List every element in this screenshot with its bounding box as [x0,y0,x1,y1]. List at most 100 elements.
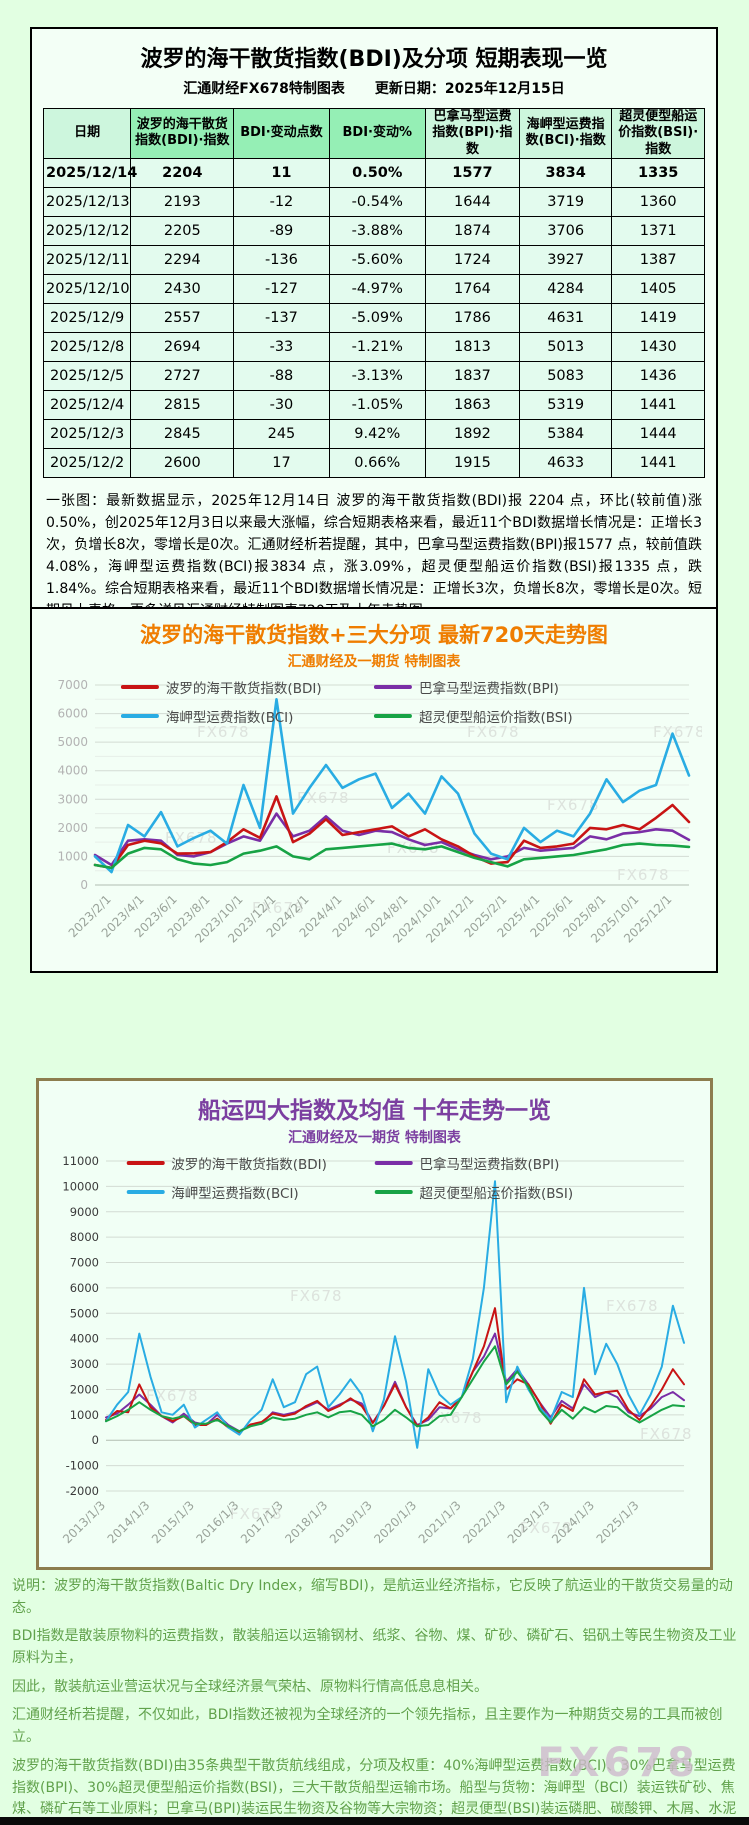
legend-item: 超灵便型船运价指数(BSI) [374,706,627,726]
svg-text:FX678: FX678 [230,1505,283,1523]
table-cell: 1874 [425,215,520,246]
legend-item: 巴拿马型运费指数(BPI) [374,1153,623,1173]
table-cell: 2025/12/14 [42,157,137,188]
description-block: 说明：波罗的海干散货指数(Baltic Dry Index，缩写BDI)，是航运… [12,1576,738,1825]
svg-text:-2000: -2000 [65,1484,98,1498]
svg-text:7000: 7000 [69,1256,98,1270]
svg-text:FX678: FX678 [252,899,305,917]
chart-720-legend: 波罗的海干散货指数(BDI) 巴拿马型运费指数(BPI) 海岬型运费指数(BCI) 超… [120,677,627,726]
table-row: 2025/12/11 2294 -136 -5.60% 1724 3927 1387 [42,244,705,275]
table-cell: -3.13% [328,360,427,391]
table-cell: 2430 [130,273,235,304]
svg-text:2000: 2000 [69,1382,98,1396]
column-header: 超灵便型船运价指数(BSI)·指数 [611,108,705,159]
table-cell: 1419 [611,302,705,333]
table-cell: -3.88% [328,215,427,246]
table-cell: 2205 [130,215,235,246]
column-header: 海岬型运费指数(BCI)·指数 [518,108,613,159]
table-cell: 1387 [611,244,705,275]
svg-text:2000: 2000 [57,821,88,835]
table-cell: -137 [233,302,330,333]
svg-text:7000: 7000 [57,678,88,692]
legend-label: 巴拿马型运费指数(BPI) [419,1157,560,1173]
svg-text:11000: 11000 [62,1154,99,1168]
legend-label: 波罗的海干散货指数(BDI) [165,681,322,697]
table-cell: 3834 [518,157,613,188]
table-cell: 2025/12/2 [42,447,132,478]
table-row: 2025/12/9 2557 -137 -5.09% 1786 4631 1419 [42,302,705,333]
table-cell: 2815 [130,389,235,420]
legend-label: 超灵便型船运价指数(BSI) [419,710,573,726]
legend-item: 波罗的海干散货指数(BDI) [120,677,374,697]
table-cell: 5083 [518,360,613,391]
svg-text:4000: 4000 [57,764,88,778]
table-cell: 2204 [130,157,235,188]
table-cell: -0.54% [328,186,427,217]
table-cell: 11 [233,157,330,188]
table-cell: 1335 [611,157,705,188]
table-cell: 1441 [611,447,705,478]
svg-text:1000: 1000 [69,1408,98,1422]
table-cell: -1.05% [328,389,427,420]
svg-text:FX678: FX678 [430,1409,483,1427]
svg-text:FX678: FX678 [467,723,520,741]
description-paragraph: BDI指数是散装原物料的运费指数，散装船运以运输钢材、纸浆、谷物、煤、矿砂、磷矿… [12,1628,737,1667]
legend-line-swatch [126,1161,165,1165]
table-row: 2025/12/14 2204 11 0.50% 1577 3834 1335 [42,157,705,188]
svg-text:-1000: -1000 [65,1459,98,1473]
chart-10y-legend: 波罗的海干散货指数(BDI) 巴拿马型运费指数(BPI) 海岬型运费指数(BCI) 超… [126,1153,623,1202]
bottom-bar [0,1817,749,1825]
table-cell: 2025/12/10 [42,273,132,304]
column-header: BDI·变动点数 [233,108,330,159]
fx678-watermark: FX678 [537,1740,699,1786]
table-row: 2025/12/3 2845 245 9.42% 1892 5384 1444 [42,418,705,449]
table-cell: 3719 [518,186,613,217]
svg-text:9000: 9000 [69,1205,98,1219]
table-cell: -88 [233,360,330,391]
table-row: 2025/12/10 2430 -127 -4.97% 1764 4284 1405 [42,273,705,304]
table-cell: -12 [233,186,330,217]
column-header: 巴拿马型运费指数(BPI)·指数 [425,108,520,159]
table-cell: 1764 [425,273,520,304]
legend-label: 巴拿马型运费指数(BPI) [419,681,559,697]
table-cell: 0.66% [328,447,427,478]
chart-10y-title: 船运四大指数及均值 十年走势一览 [197,1098,551,1124]
svg-text:2015/1/3: 2015/1/3 [149,1498,197,1546]
legend-label: 海岬型运费指数(BCI) [171,1186,299,1202]
svg-text:2025/1/3: 2025/1/3 [593,1498,641,1546]
legend-label: 海岬型运费指数(BCI) [165,710,294,726]
chart-720-wrap: 0 1000 2000 3000 4000 5000 6000 7000 FX678 FX678 F… [32,675,716,965]
table-cell: -89 [233,215,330,246]
short-term-table-panel: 波罗的海干散货指数(BDI)及分项 短期表现一览 汇通财经FX678特制图表 更新… [30,27,718,639]
chart-720-panel: 波罗的海干散货指数+三大分项 最新720天走势图 汇通财经及一期货 特制图表 0… [30,607,718,973]
table-cell: 2025/12/3 [42,418,132,449]
legend-item: 巴拿马型运费指数(BPI) [374,677,627,697]
table-cell: 2025/12/13 [42,186,132,217]
table-cell: 1405 [611,273,705,304]
table-cell: -4.97% [328,273,427,304]
legend-line-swatch [374,1190,413,1194]
svg-text:2013/1/3: 2013/1/3 [60,1498,108,1546]
legend-line-swatch [374,685,412,689]
svg-text:5000: 5000 [57,735,88,749]
table-cell: -127 [233,273,330,304]
svg-text:FX678: FX678 [617,866,670,884]
svg-text:2020/1/3: 2020/1/3 [371,1498,419,1546]
legend-line-swatch [120,685,159,689]
table-cell: -1.21% [328,331,427,362]
table-row: 2025/12/5 2727 -88 -3.13% 1837 5083 1436 [42,360,705,391]
table-cell: 4633 [518,447,613,478]
table-cell: -136 [233,244,330,275]
svg-text:2014/1/3: 2014/1/3 [104,1498,152,1546]
table-row: 2025/12/13 2193 -12 -0.54% 1644 3719 1360 [42,186,705,217]
table-subtitle: 汇通财经FX678特制图表 更新日期：2025年12月15日 [32,78,716,98]
chart-10y-wrap: -2000 -1000 0 1000 2000 3000 4000 5000 6000 7000 8… [39,1151,710,1563]
legend-label: 波罗的海干散货指数(BDI) [171,1157,327,1173]
legend-line-swatch [374,714,412,718]
description-paragraph: 说明：波罗的海干散货指数(Baltic Dry Index，缩写BDI)，是航运… [12,1578,733,1616]
svg-text:FX678: FX678 [520,1519,573,1537]
table-cell: 2727 [130,360,235,391]
table-cell: 2025/12/8 [42,331,132,362]
description-paragraph: 汇通财经析若提醒，不仅如此，BDI指数还被视为全球经济的一个领先指标，且主要作为… [12,1707,723,1746]
